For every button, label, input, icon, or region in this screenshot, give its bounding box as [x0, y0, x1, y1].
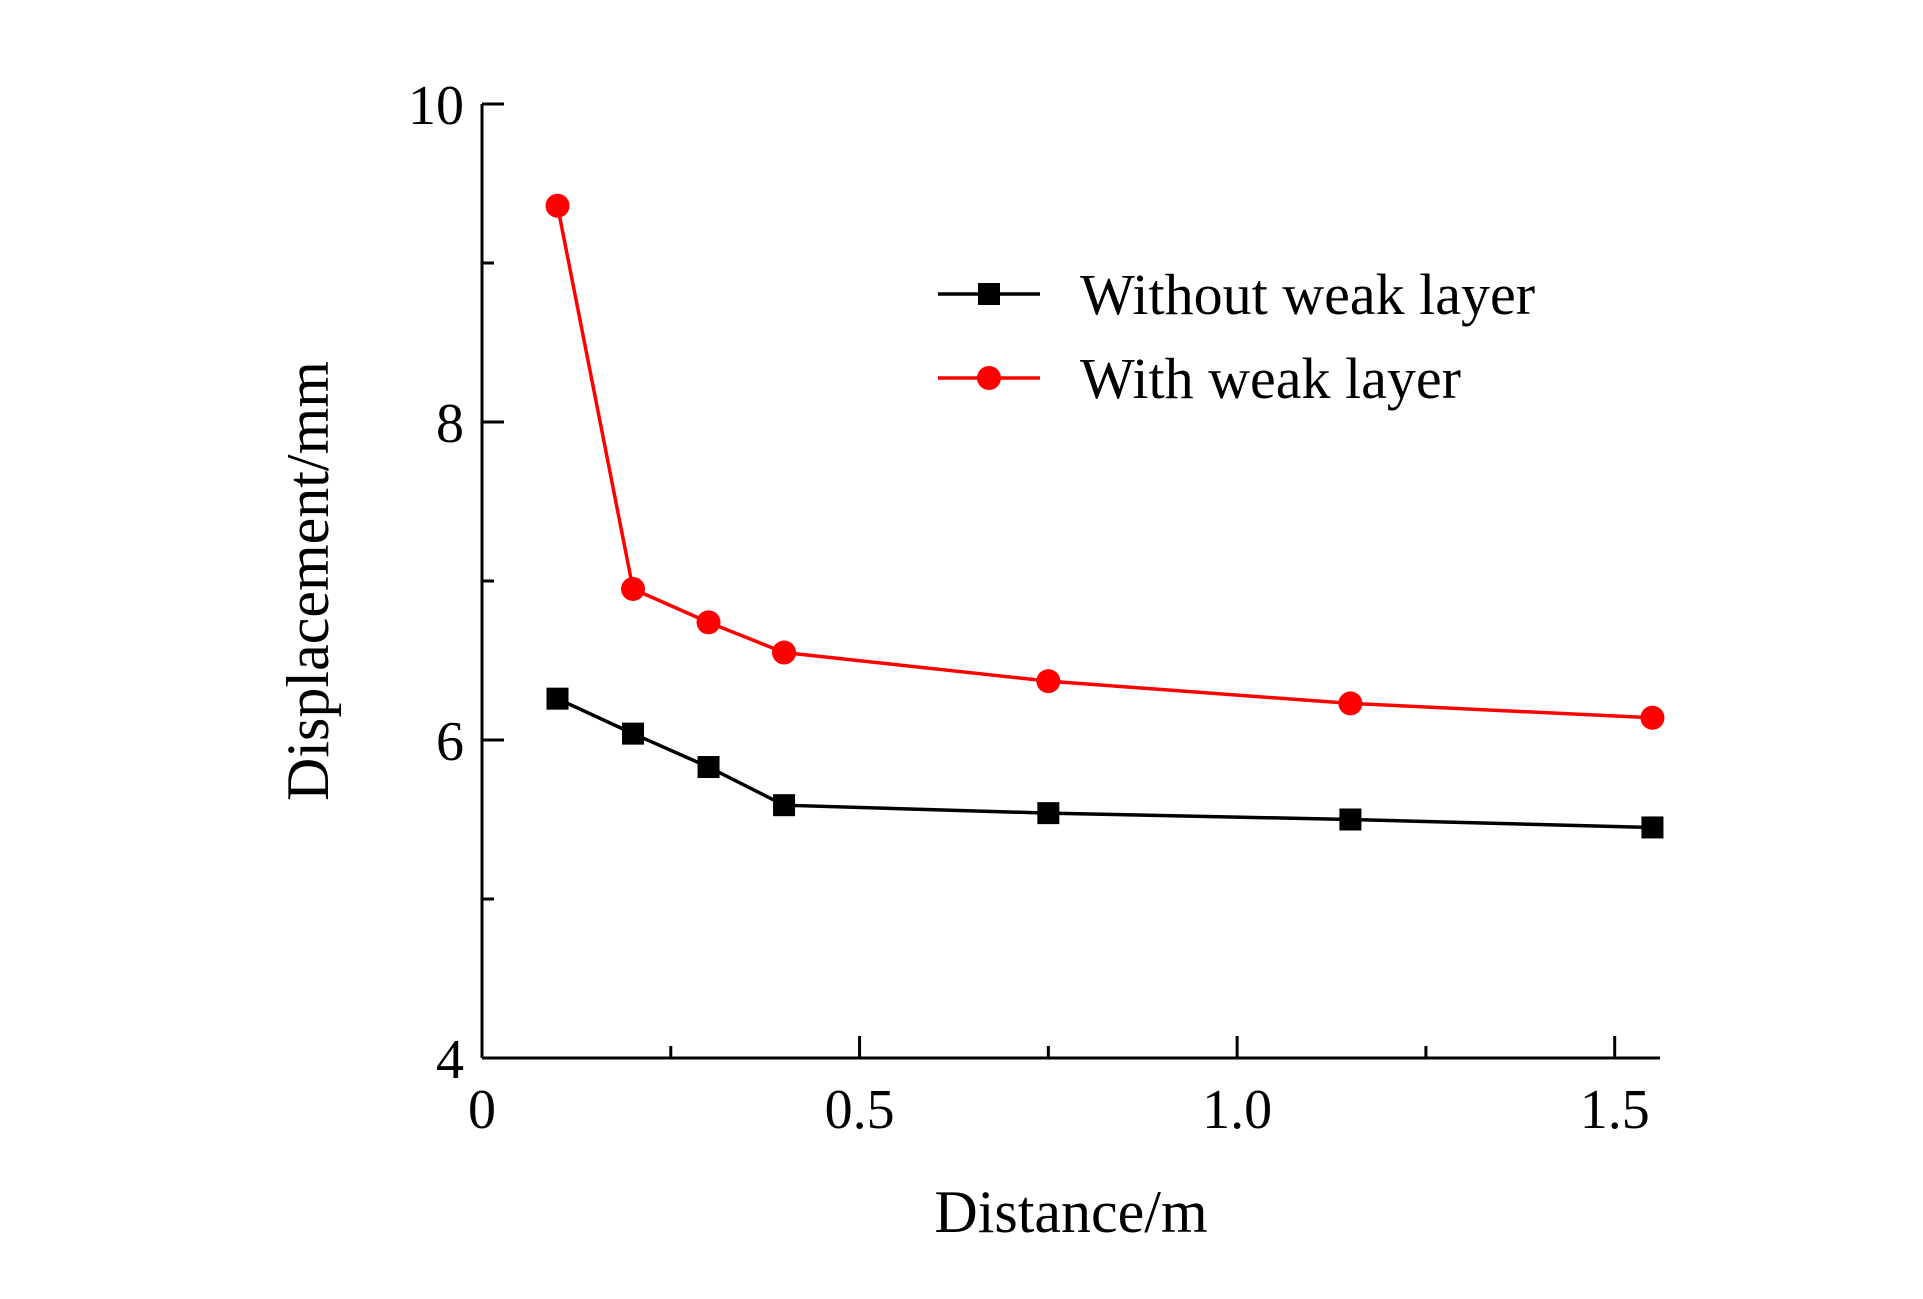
x-tick-label: 0	[468, 1079, 496, 1141]
data-point-square	[1641, 816, 1664, 839]
legend-item-2: With weak layer	[938, 346, 1461, 411]
series-line	[556, 697, 1653, 830]
data-point-circle	[1338, 691, 1363, 716]
data-point-square	[773, 794, 796, 817]
legend-label: With weak layer	[1080, 346, 1461, 411]
legend-marker-circle	[977, 366, 1001, 390]
x-axis-title: Distance/m	[934, 1179, 1207, 1245]
y-tick-label: 4	[436, 1029, 464, 1091]
legend-marker-square	[978, 283, 1000, 305]
x-tick-label: 1.0	[1202, 1079, 1272, 1141]
legend-label: Without weak layer	[1080, 262, 1535, 327]
data-point-circle	[545, 193, 570, 218]
legend-item-1: Without weak layer	[938, 262, 1535, 327]
data-point-square	[1037, 802, 1060, 825]
series-layer	[545, 193, 1665, 839]
y-tick-label: 10	[408, 75, 464, 137]
data-point-circle	[1036, 669, 1061, 694]
series-1	[546, 687, 1664, 839]
y-tick-label: 6	[436, 711, 464, 773]
data-point-square	[622, 722, 645, 745]
x-tick-label: 0.5	[825, 1079, 895, 1141]
axes: 0 0.5 1.0 1.5 4 6 8 10	[408, 75, 1660, 1141]
data-point-square	[697, 756, 720, 779]
data-point-circle	[1640, 705, 1665, 730]
data-point-square	[1339, 808, 1362, 831]
data-point-circle	[772, 640, 797, 665]
data-point-circle	[696, 610, 721, 635]
y-axis-title: Displacement/mm	[275, 361, 341, 801]
data-point-circle	[621, 576, 646, 601]
data-point-square	[546, 687, 569, 710]
x-tick-label: 1.5	[1580, 1079, 1650, 1141]
y-tick-label: 8	[436, 393, 464, 455]
legend: Without weak layer With weak layer	[938, 262, 1535, 411]
series-2	[545, 193, 1665, 730]
